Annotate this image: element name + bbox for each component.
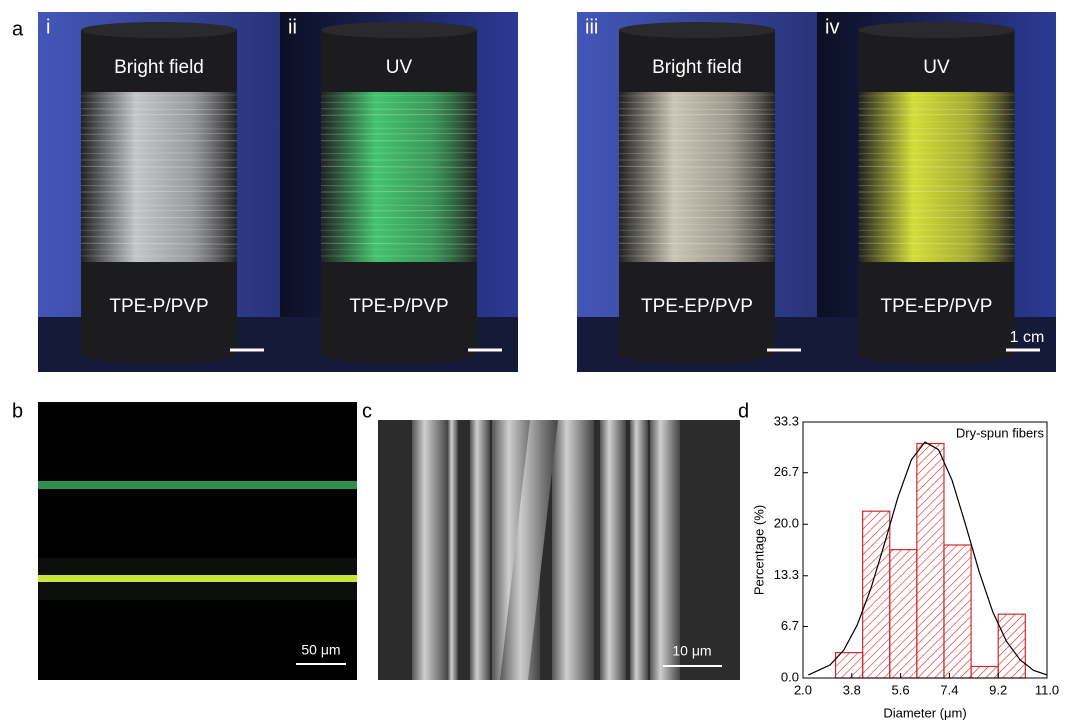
- bar: [890, 550, 917, 678]
- y-tick-label: 13.3: [774, 567, 799, 582]
- photo-label: iii: [585, 16, 598, 38]
- bar: [917, 444, 944, 678]
- y-tick-label: 6.7: [781, 618, 799, 633]
- photo-caption: Bright field: [114, 57, 204, 78]
- y-tick-label: 33.3: [774, 413, 799, 428]
- x-tick-label: 5.6: [892, 682, 910, 697]
- photo-label: ii: [288, 16, 297, 38]
- micrograph: [38, 402, 357, 680]
- photo-caption: UV: [923, 57, 950, 78]
- sem-fiber: [630, 420, 648, 680]
- yellow-fiber: [38, 575, 357, 582]
- sem-fiber: [448, 420, 458, 680]
- scale-bar-label: 50 μm: [301, 642, 340, 658]
- cylinder-top: [321, 22, 477, 38]
- sem-fiber: [412, 420, 448, 680]
- x-tick-label: 9.2: [989, 682, 1007, 697]
- y-tick-label: 26.7: [774, 464, 799, 479]
- sem-fiber: [470, 420, 490, 680]
- panel-label: a: [12, 18, 24, 40]
- photo-caption: TPE-EP/PVP: [881, 296, 993, 317]
- panel-label: c: [362, 400, 372, 422]
- bar: [998, 614, 1025, 678]
- sem-fiber: [552, 420, 594, 680]
- photo-caption: TPE-P/PVP: [109, 296, 208, 317]
- photo-label: iv: [825, 16, 839, 38]
- panel-label: b: [12, 400, 23, 422]
- bar: [944, 545, 971, 678]
- annotation: Dry-spun fibers: [956, 425, 1045, 440]
- cylinder-top: [859, 22, 1015, 38]
- x-axis-label: Diameter (μm): [883, 705, 966, 720]
- y-axis-label: Percentage (%): [751, 505, 766, 595]
- x-tick-label: 3.8: [843, 682, 861, 697]
- bar: [836, 653, 863, 678]
- y-tick-label: 20.0: [774, 516, 799, 531]
- x-tick-label: 2.0: [794, 682, 812, 697]
- green-fiber: [38, 481, 357, 489]
- photo-caption: TPE-EP/PVP: [641, 296, 753, 317]
- sem-fiber: [650, 420, 680, 680]
- panel-label: d: [738, 400, 749, 422]
- sem-fiber: [600, 420, 626, 680]
- figure: a b c d i Bright field TPE-P/PVP ii UV TPE-P/…: [0, 0, 1070, 723]
- scale-bar-label: 1 cm: [1010, 329, 1045, 346]
- cylinder-top: [619, 22, 775, 38]
- y-tick-label: 0.0: [781, 669, 799, 684]
- x-tick-label: 7.4: [940, 682, 958, 697]
- photo-caption: TPE-P/PVP: [349, 296, 448, 317]
- photo-label: i: [46, 16, 50, 38]
- cylinder-bottom: [619, 347, 775, 363]
- photo-caption: Bright field: [652, 57, 742, 78]
- x-tick-label: 11.0: [1035, 682, 1059, 697]
- cylinder-bottom: [859, 347, 1015, 363]
- cylinder-bottom: [81, 347, 237, 363]
- cylinder-bottom: [321, 347, 477, 363]
- photo-caption: UV: [386, 57, 413, 78]
- bar: [863, 511, 890, 678]
- bar: [971, 666, 998, 678]
- scale-bar-label: 10 μm: [672, 643, 711, 659]
- cylinder-top: [81, 22, 237, 38]
